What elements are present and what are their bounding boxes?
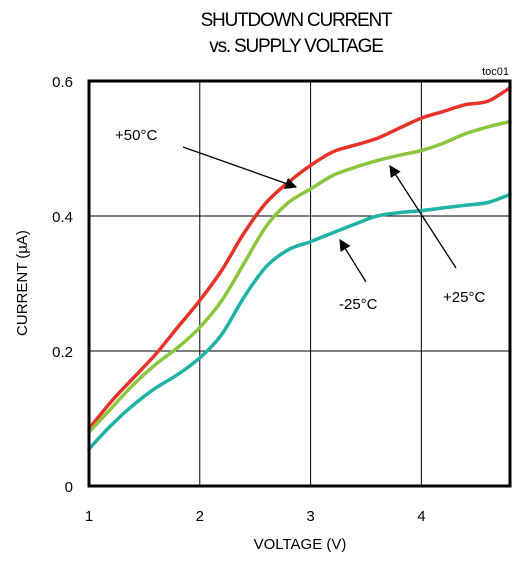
- x-tick-label: 2: [196, 508, 204, 525]
- chart-code-label: toc01: [482, 66, 509, 78]
- annotation-25c: +25°C: [389, 165, 485, 306]
- series-group: [87, 86, 512, 451]
- plot-frame: [87, 79, 512, 488]
- y-tick-label: 0.4: [52, 209, 73, 226]
- annotation-minus25c: -25°C: [339, 239, 378, 313]
- x-tick-label: 3: [306, 508, 314, 525]
- y-tick-label: 0.2: [52, 344, 73, 361]
- tick-labels: 1 2 3 4 0 0.2 0.4 0.6: [52, 74, 425, 525]
- annotation-minus25c-label: -25°C: [339, 296, 378, 313]
- y-tick-label: 0: [65, 479, 73, 496]
- annotation-25c-label: +25°C: [443, 289, 485, 306]
- series-line-2: [87, 192, 512, 451]
- x-tick-label: 4: [417, 508, 425, 525]
- chart-title-line-1: SHUTDOWN CURRENT: [201, 10, 393, 31]
- annotation-50c-arrow: [182, 146, 298, 190]
- annotation-minus25c-arrow: [339, 239, 367, 283]
- series-line-1: [87, 119, 512, 434]
- series-line-0: [87, 86, 512, 431]
- annotation-25c-arrow: [389, 165, 457, 269]
- annotation-50c-label: +50°C: [115, 127, 157, 144]
- y-tick-label: 0.6: [52, 74, 73, 91]
- y-axis-label: CURRENT (µA): [14, 230, 31, 336]
- chart-title-line-2: vs. SUPPLY VOLTAGE: [209, 36, 383, 57]
- x-tick-label: 1: [85, 508, 93, 525]
- x-axis-label: VOLTAGE (V): [254, 536, 347, 553]
- annotation-50c: +50°C: [115, 127, 298, 190]
